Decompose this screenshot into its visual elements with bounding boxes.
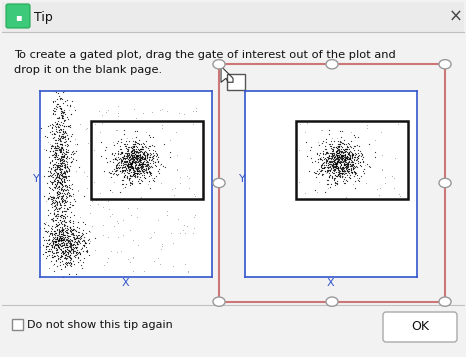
Point: [336, 165, 343, 171]
Point: [52, 185, 59, 191]
Point: [41, 249, 48, 255]
Point: [62, 198, 69, 203]
Point: [349, 161, 356, 167]
Point: [130, 165, 137, 171]
Point: [64, 233, 72, 239]
Point: [66, 224, 74, 230]
Point: [119, 165, 126, 171]
Point: [320, 165, 328, 171]
Point: [348, 161, 356, 167]
Point: [354, 155, 361, 160]
Point: [116, 146, 124, 152]
Point: [139, 110, 146, 116]
Point: [308, 144, 315, 150]
Point: [46, 130, 54, 135]
Point: [66, 192, 73, 197]
Point: [307, 196, 314, 201]
Point: [333, 160, 341, 166]
Point: [348, 159, 356, 165]
Point: [111, 156, 119, 162]
Point: [51, 170, 58, 176]
Text: OK: OK: [411, 321, 429, 333]
Point: [123, 156, 130, 161]
Point: [318, 157, 325, 163]
Point: [67, 261, 75, 267]
Point: [146, 170, 153, 175]
Point: [58, 172, 66, 178]
Point: [52, 198, 59, 204]
Point: [58, 212, 65, 218]
Point: [49, 236, 57, 242]
Point: [69, 226, 76, 232]
Point: [70, 236, 78, 242]
Point: [158, 243, 166, 249]
Point: [336, 159, 343, 165]
Point: [49, 99, 57, 104]
Point: [132, 154, 139, 160]
Point: [63, 223, 71, 229]
Point: [58, 258, 66, 263]
Point: [334, 178, 341, 184]
Point: [57, 255, 64, 260]
Point: [336, 148, 344, 154]
Point: [181, 261, 188, 267]
Point: [52, 164, 59, 170]
Point: [54, 137, 62, 143]
Point: [129, 135, 136, 140]
Point: [48, 157, 55, 162]
Point: [122, 167, 129, 173]
Point: [61, 252, 69, 258]
Point: [338, 168, 346, 174]
Point: [126, 161, 133, 167]
Point: [57, 172, 65, 178]
Point: [323, 167, 330, 173]
Point: [303, 153, 310, 159]
Point: [358, 156, 366, 161]
Point: [335, 156, 342, 162]
Point: [331, 156, 338, 162]
Point: [56, 165, 63, 171]
Point: [49, 162, 57, 168]
Point: [137, 165, 145, 171]
Point: [331, 151, 338, 157]
Point: [342, 146, 350, 152]
Point: [59, 248, 67, 254]
Point: [317, 127, 325, 132]
Point: [52, 169, 60, 175]
Point: [55, 164, 63, 170]
Point: [117, 160, 125, 165]
Point: [65, 240, 73, 246]
Point: [343, 165, 350, 171]
Point: [116, 151, 123, 157]
Point: [113, 140, 121, 146]
Point: [74, 232, 82, 238]
Point: [120, 154, 128, 159]
Point: [53, 250, 60, 256]
Point: [123, 181, 130, 187]
Point: [142, 165, 149, 171]
Point: [48, 230, 55, 236]
Point: [53, 247, 60, 252]
Point: [137, 175, 144, 180]
Point: [63, 235, 71, 240]
Point: [152, 159, 159, 165]
Point: [342, 159, 349, 165]
Point: [336, 171, 343, 177]
Point: [50, 172, 57, 177]
Point: [325, 164, 333, 170]
Point: [50, 203, 58, 209]
Point: [140, 146, 147, 152]
Point: [139, 150, 147, 156]
Point: [59, 115, 67, 121]
Point: [120, 152, 127, 157]
Point: [49, 218, 57, 224]
Point: [147, 170, 155, 176]
Point: [333, 152, 340, 157]
Point: [138, 167, 145, 173]
Point: [75, 233, 83, 238]
Point: [333, 158, 341, 164]
Point: [62, 227, 70, 233]
Point: [58, 153, 66, 159]
Point: [60, 255, 68, 261]
